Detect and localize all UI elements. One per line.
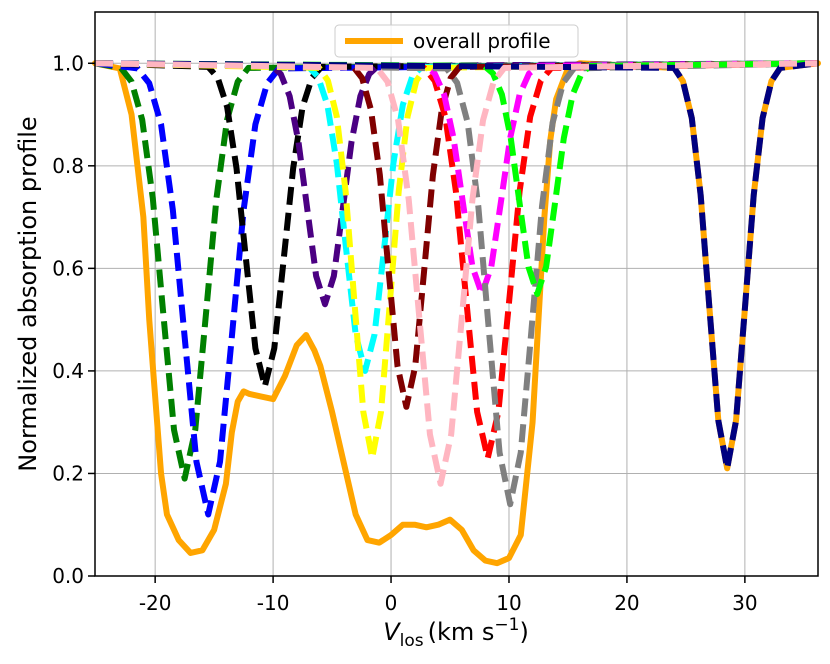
y-tick-label: 1.0 bbox=[52, 51, 84, 75]
plot-frame bbox=[94, 11, 819, 577]
series-line bbox=[94, 60, 819, 487]
x-tick-label: 20 bbox=[614, 591, 639, 615]
series-line bbox=[94, 60, 819, 508]
x-tick-label: 10 bbox=[496, 591, 521, 615]
legend-box bbox=[334, 24, 579, 58]
series-line bbox=[94, 60, 819, 308]
x-label-unit: (km s bbox=[428, 618, 495, 646]
y-tick-label: 0.6 bbox=[52, 256, 84, 280]
legend-label: overall profile bbox=[413, 29, 551, 53]
y-tick-label: 0.0 bbox=[52, 564, 84, 588]
series-line bbox=[94, 60, 819, 518]
x-label-subscript: los bbox=[400, 631, 424, 651]
series-line bbox=[94, 60, 819, 410]
plot-lines bbox=[92, 60, 821, 567]
series-line bbox=[94, 60, 819, 472]
series-line bbox=[94, 60, 819, 462]
series-line bbox=[94, 60, 819, 390]
x-tick-label: 30 bbox=[732, 591, 757, 615]
x-label-symbol: V bbox=[383, 618, 401, 646]
series-line bbox=[94, 60, 819, 462]
y-tick-label: 0.2 bbox=[52, 461, 84, 485]
y-tick-label: 0.8 bbox=[52, 154, 84, 178]
y-tick-label: 0.4 bbox=[52, 359, 84, 383]
series-line bbox=[92, 60, 821, 567]
y-axis-label: Normalized absorption profile bbox=[14, 116, 42, 471]
legend: overall profile bbox=[334, 24, 579, 58]
series-line bbox=[94, 60, 819, 374]
x-label-superscript: −1 bbox=[494, 615, 519, 635]
series-line bbox=[94, 60, 819, 297]
frame: -20 -10 0 10 20 30 0.0 0.2 0.4 0.6 0.8 1.0 bbox=[52, 11, 819, 615]
x-tick-label: -20 bbox=[139, 591, 172, 615]
x-axis-label: Vlos (km s−1) bbox=[383, 615, 529, 651]
x-label-close: ) bbox=[519, 618, 528, 646]
series-line bbox=[94, 60, 819, 482]
x-tick-label: 0 bbox=[385, 591, 398, 615]
series-line bbox=[94, 60, 819, 297]
x-tick-label: -10 bbox=[257, 591, 290, 615]
